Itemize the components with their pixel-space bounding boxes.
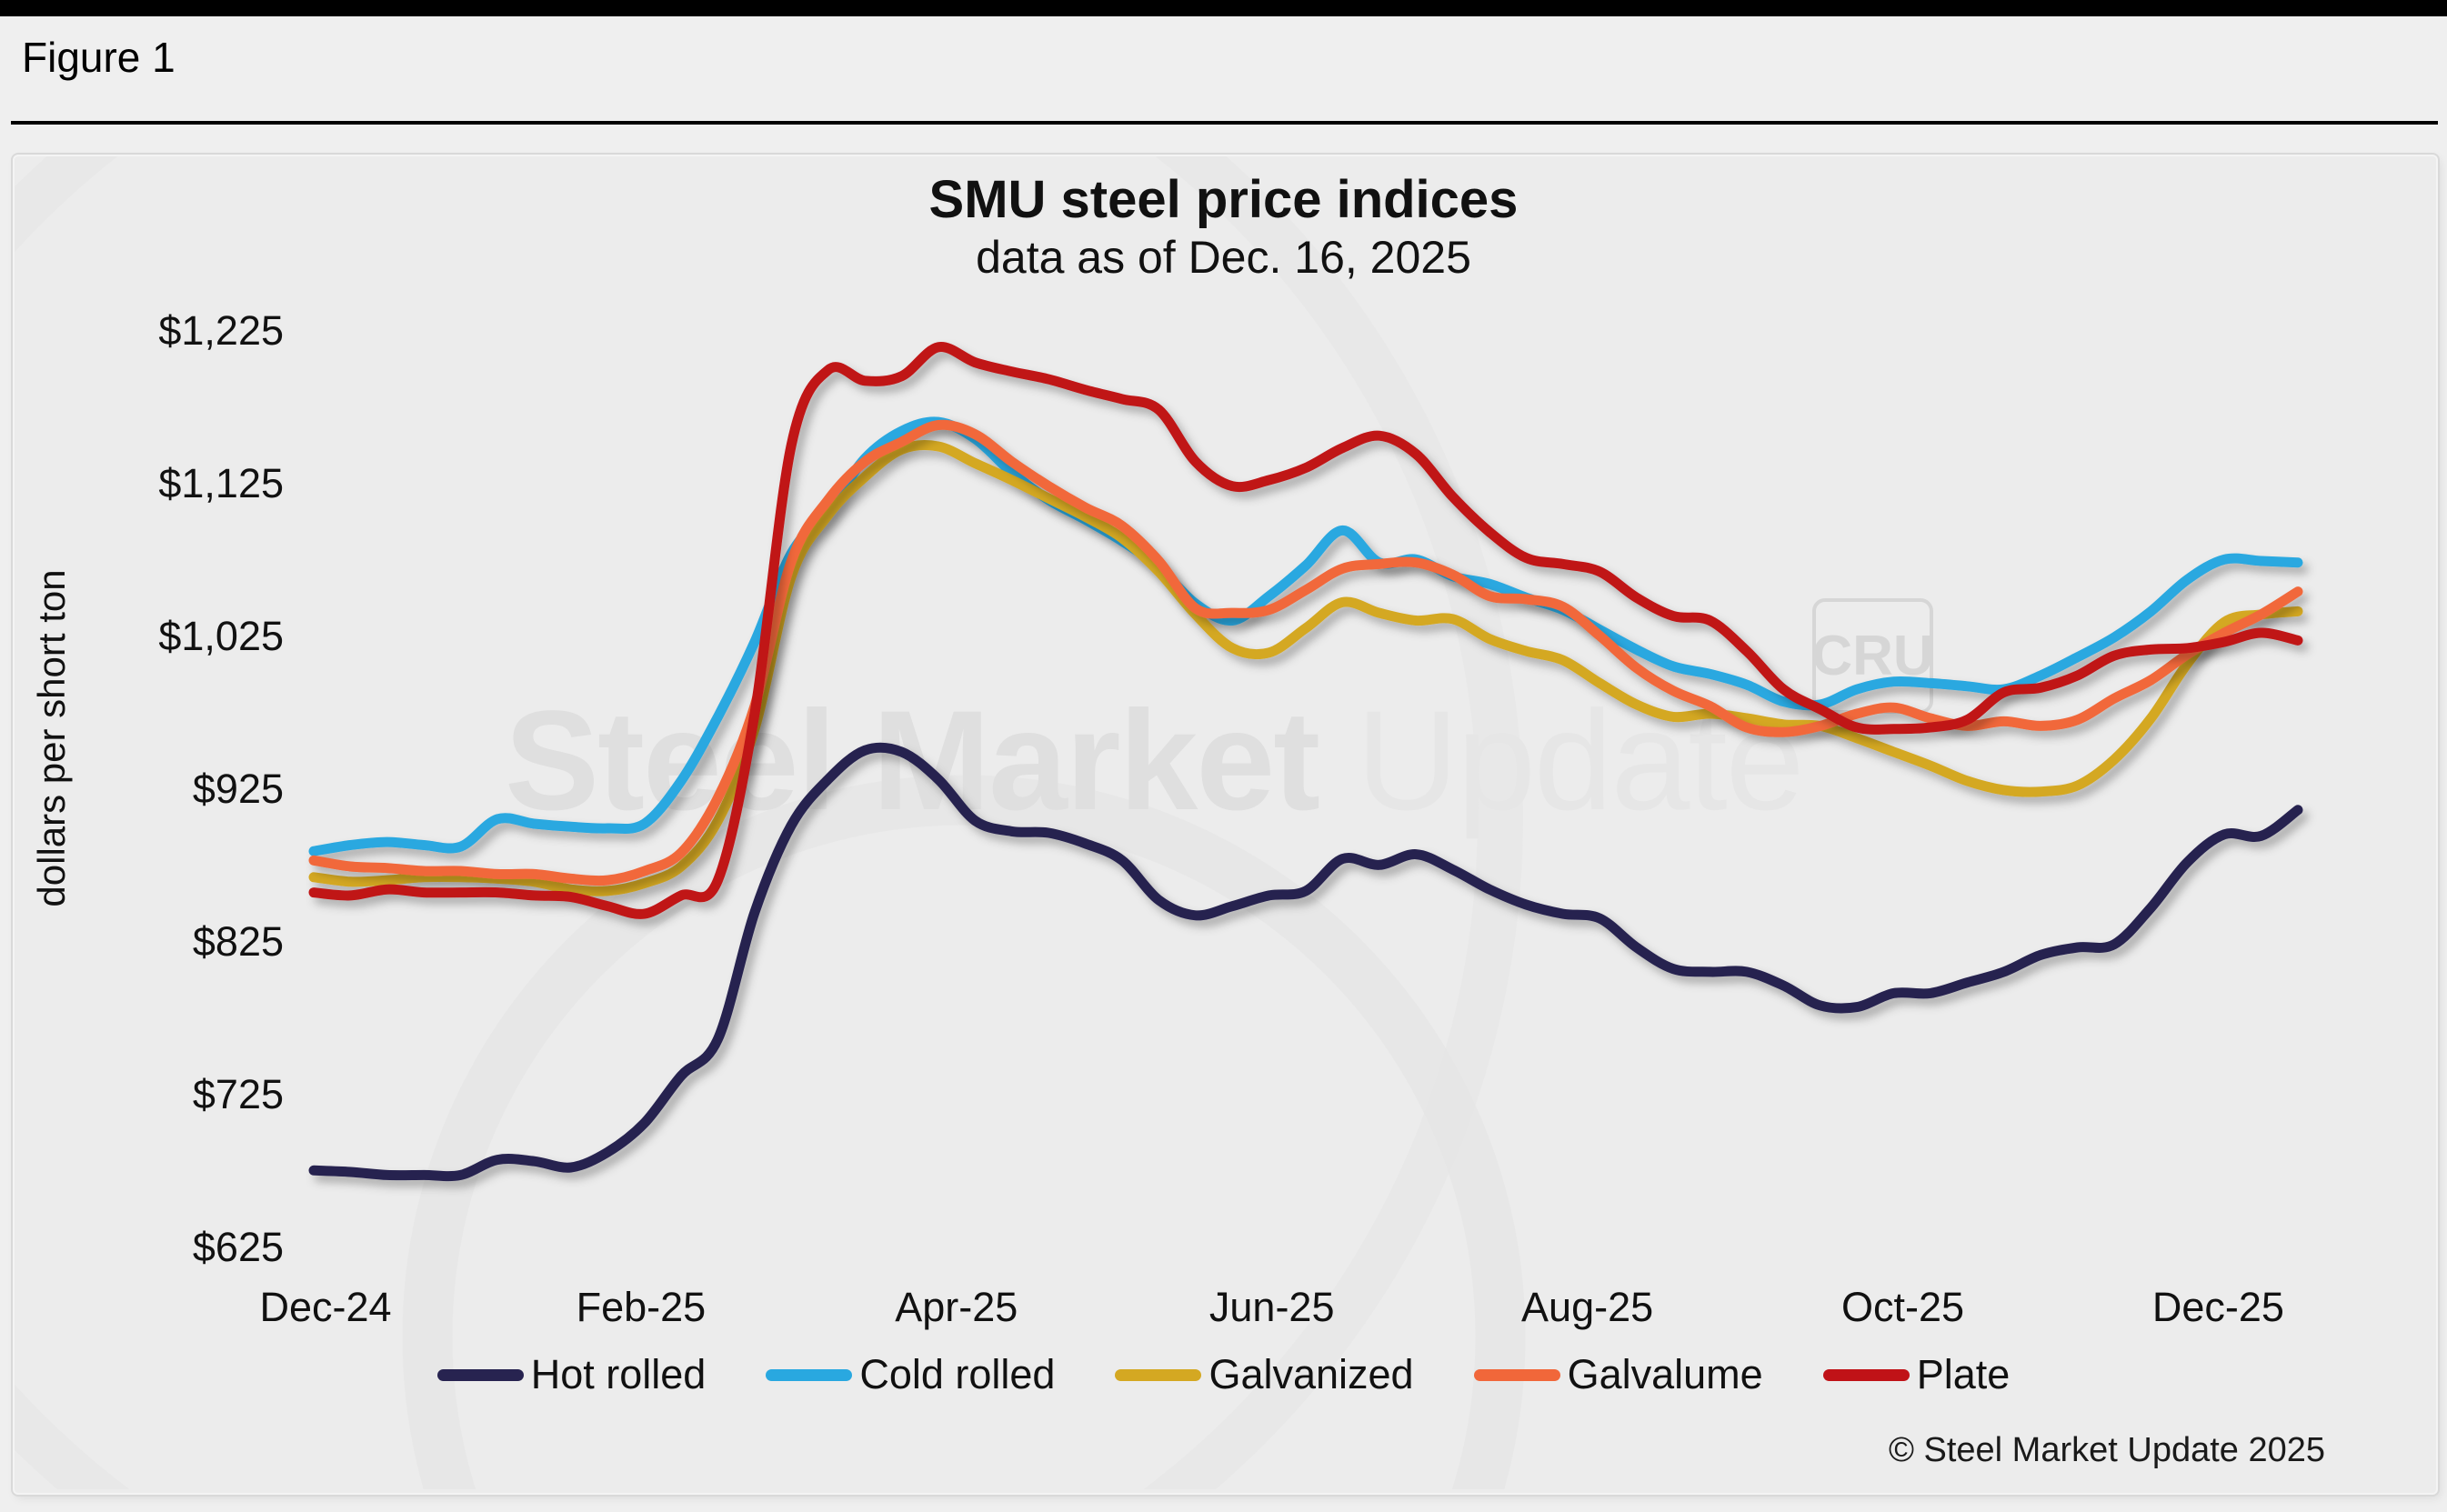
watermark-arc-2 (0, 0, 1500, 1512)
series-line-hot-rolled (308, 742, 2303, 1182)
top-black-bar (0, 0, 2447, 16)
series-line-plate (308, 342, 2303, 919)
series-line-cold-rolled (308, 416, 2303, 856)
watermark-light: Update (1319, 682, 1804, 840)
watermark-arc-1 (402, 775, 1526, 1489)
figure-divider-rule (11, 121, 2438, 125)
series-line-galvalume (308, 419, 2303, 886)
figure-label: Figure 1 (22, 34, 176, 81)
series-line-galvanized (308, 440, 2303, 896)
watermark-text: Steel Market Update (505, 680, 1804, 843)
